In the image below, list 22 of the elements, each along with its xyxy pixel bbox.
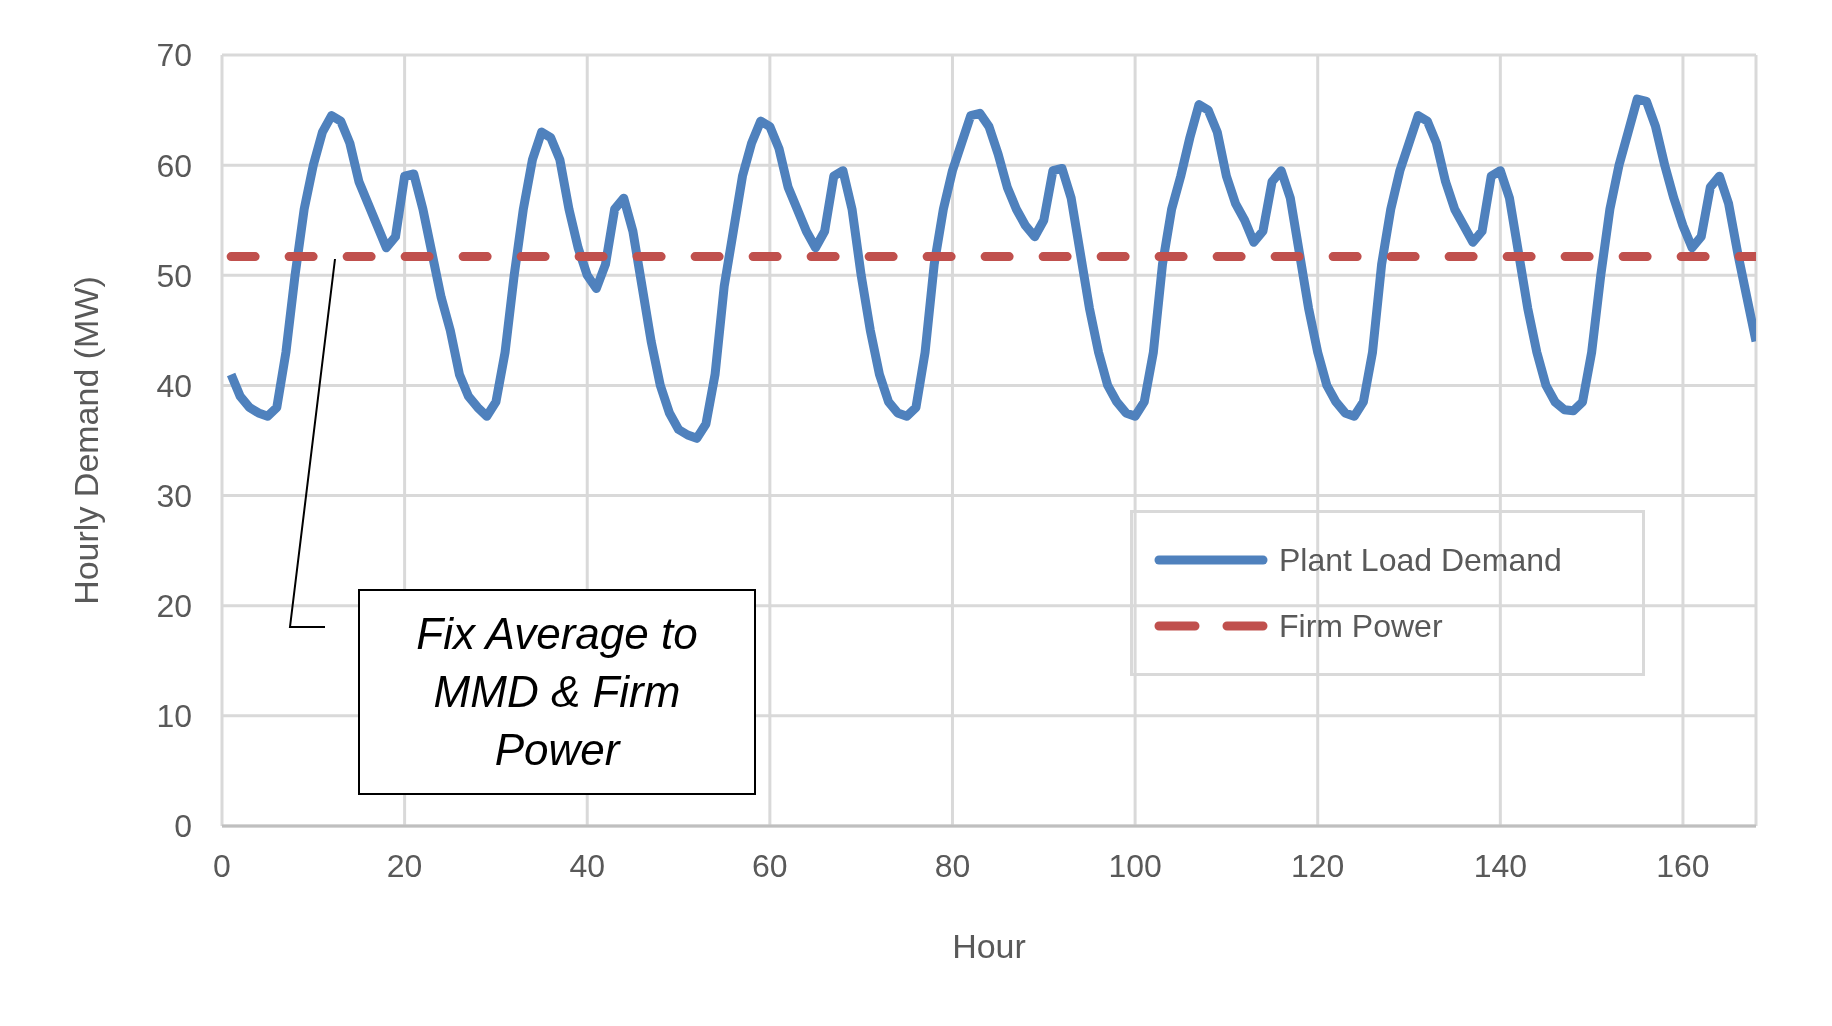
x-tick-label: 40 — [569, 847, 606, 884]
y-tick-label: 30 — [156, 477, 192, 514]
y-tick-label: 50 — [156, 257, 192, 294]
y-tick-label: 0 — [174, 808, 192, 845]
y-axis-title: Hourly Demand (MW) — [67, 276, 106, 605]
x-tick-label: 100 — [1108, 847, 1162, 884]
x-tick-label: 80 — [934, 847, 971, 884]
x-axis-title: Hour — [952, 927, 1026, 965]
legend-label: Firm Power — [1279, 607, 1443, 645]
y-tick-label: 70 — [156, 37, 192, 74]
legend-label: Plant Load Demand — [1279, 541, 1562, 579]
x-tick-label: 140 — [1473, 847, 1528, 884]
y-tick-label: 20 — [156, 588, 192, 625]
x-tick-label: 0 — [213, 847, 231, 884]
x-tick-label: 120 — [1291, 847, 1345, 884]
x-tick-label: 20 — [386, 847, 423, 884]
x-tick-label: 60 — [752, 847, 788, 884]
y-tick-label: 60 — [156, 147, 192, 184]
y-tick-label: 10 — [156, 698, 192, 735]
y-tick-label: 40 — [156, 367, 192, 404]
annotation: Fix Average to MMD & Firm Power — [415, 608, 699, 776]
x-tick-label: 160 — [1656, 847, 1710, 884]
